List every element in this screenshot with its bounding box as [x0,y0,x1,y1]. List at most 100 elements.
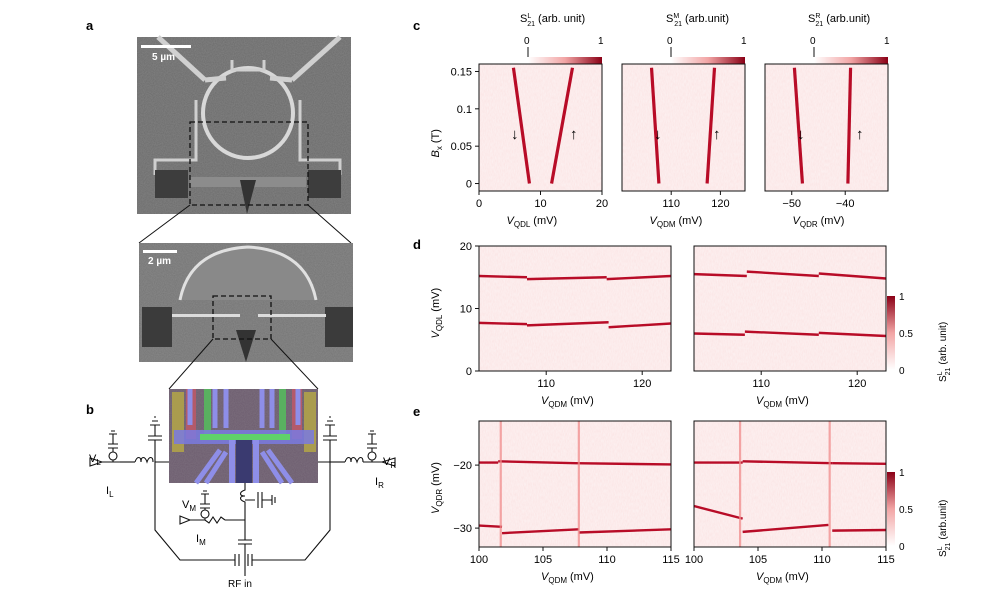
data-line [501,528,579,535]
colorbar-c-mid: SM 21 (arb.unit) 0 1 [666,13,747,65]
data-lines [694,421,886,547]
x-tick-label: 110 [598,554,616,566]
data-line [608,322,671,329]
data-lines [649,67,717,184]
svg-text:0: 0 [899,366,905,377]
plot-frame [693,420,887,548]
colorbar-c-right: SR 21 (arb.unit) 0 1 [808,13,890,65]
plot-e-left: 100 105 110 115 −20 −30 VQDM (mV) VQDR(mV) [430,420,680,585]
svg-text:1: 1 [598,36,604,47]
panel-label-a: a [86,18,94,33]
data-line [818,272,886,280]
colorbar-c-left: SL 21 (arb. unit) 0 1 [520,13,604,65]
plot-frame [478,420,672,548]
zoom-line [270,338,319,390]
data-line [694,332,745,336]
x-tick-label: 105 [749,554,767,566]
colorbar-d: 1 0.5 0 SL21(arb. unit) [887,292,952,382]
data-line [578,528,671,534]
panel-label-d: d [413,237,421,252]
data-line [479,321,528,326]
data-line [479,274,528,279]
data-line [832,462,886,466]
x-tick-label: 120 [848,378,866,390]
x-tick-label: 115 [662,554,680,566]
axis-label: VQDM (mV) [541,571,594,585]
plot-d-right: 110 120 VQDM (mV) [693,245,887,409]
y-tick-label: 0 [466,366,472,378]
y-tick-label: −30 [453,523,472,535]
data-line [694,504,743,520]
plot-noise [479,64,602,191]
data-line [744,330,819,336]
svg-text:0: 0 [810,36,816,47]
data-line [832,528,886,532]
circuit-label-im: IM [196,533,206,547]
circuit-label-ir: IR [375,476,384,490]
plot-e-right: 100 105 110 115 VQDM (mV) [685,420,895,585]
plot-noise [694,246,886,371]
plot-frame [693,245,887,372]
svg-text:0: 0 [667,36,673,47]
axis-label: VQDR(mV) [430,462,444,514]
spin-up-arrow: ↑ [713,126,721,143]
colorbar-c-right-title: SR 21 (arb.unit) [808,13,870,28]
axis-label: VQDR(mV) [793,215,845,229]
colorbar-e: 1 0.5 0 SL21(arb.unit) [887,468,952,557]
spin-up-arrow: ↑ [570,126,578,143]
x-tick-label: 110 [813,554,831,566]
x-tick-label: 115 [877,554,895,566]
plot-frame [621,63,746,192]
y-tick-label: 0.15 [451,66,472,78]
data-line [705,67,717,184]
y-tick-label: 0.1 [457,104,472,116]
spin-up-arrow: ↑ [856,126,864,143]
plot-noise [622,64,745,191]
axis-label: VQDL(mV) [430,288,444,339]
x-tick-label: 105 [534,554,552,566]
data-line [742,460,833,465]
x-tick-label: 110 [662,198,680,210]
data-line [746,270,819,278]
data-line [818,331,886,338]
circuit-label-il: IL [106,485,114,499]
x-tick-label: 120 [711,198,729,210]
svg-text:0: 0 [524,36,530,47]
plot-noise [479,421,671,547]
sem-image-middle [139,243,353,362]
svg-text:0.5: 0.5 [899,329,913,340]
circuit-label-vm: VM [182,499,196,513]
x-tick-label: 110 [537,378,555,390]
y-tick-label: 10 [460,304,472,316]
x-tick-label: 100 [685,554,703,566]
x-tick-label: 120 [633,378,651,390]
panel-label-b: b [86,402,94,417]
x-tick-label: −40 [836,198,855,210]
scale-bar-middle-label: 2 µm [148,256,171,267]
x-tick-label: 20 [596,198,608,210]
data-lines [694,270,886,338]
plot-noise [765,64,888,191]
circuit-label-vl: VL [89,453,101,467]
colorbar-c-left-title: SL 21 (arb. unit) [520,13,585,28]
axis-label: VQDL(mV) [507,215,558,229]
colorbar-d-title: SL21(arb. unit) [937,322,952,382]
svg-text:1: 1 [741,36,747,47]
plot-noise [694,421,886,547]
x-tick-label: 0 [476,198,482,210]
y-tick-label: 20 [460,241,472,253]
x-tick-label: 100 [470,554,488,566]
data-lines [479,274,671,329]
plot-frame [764,63,889,192]
axis-label: VQDM (mV) [756,395,809,409]
data-line [549,67,575,184]
plot-c-mid: 110 120 VQDM (mV) ↓ ↑ [621,63,746,229]
svg-text:1: 1 [899,468,905,479]
spin-down-arrow: ↓ [654,126,662,143]
y-tick-label: −20 [453,460,472,472]
data-line [479,524,503,529]
data-line [498,460,576,465]
axis-label: Bx(T) [430,129,444,157]
spin-down-arrow: ↓ [511,126,519,143]
